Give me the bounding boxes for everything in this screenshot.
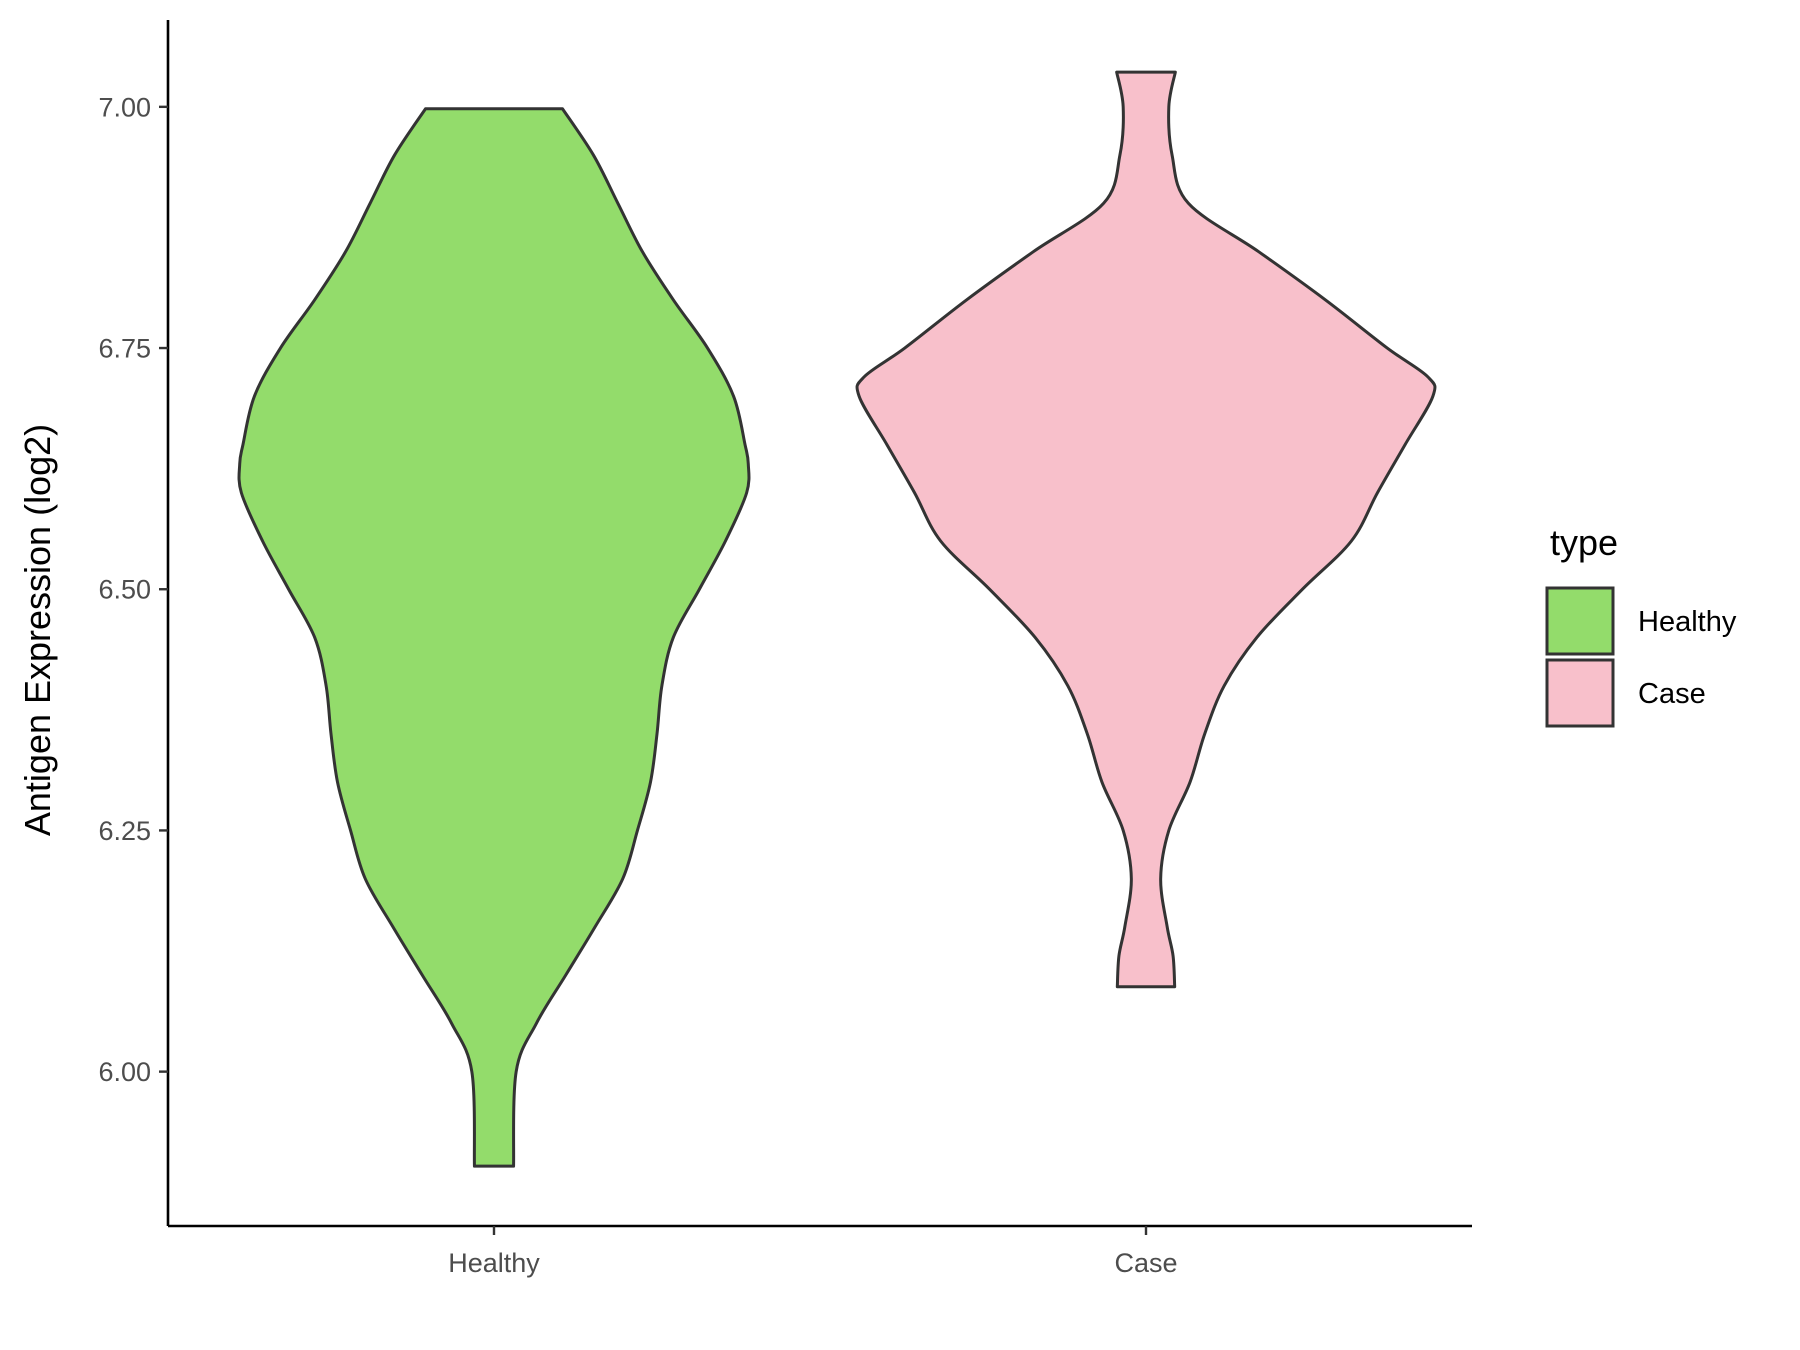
y-tick-label-6-25: 6.25 bbox=[98, 816, 151, 846]
x-tick-label-healthy: Healthy bbox=[448, 1248, 540, 1278]
legend: type Healthy Case bbox=[1545, 522, 1737, 728]
y-tick-label-6-00: 6.00 bbox=[98, 1057, 151, 1087]
legend-label-case: Case bbox=[1638, 678, 1706, 710]
y-tick-label-6-50: 6.50 bbox=[98, 575, 151, 605]
y-tick-label-6-75: 6.75 bbox=[98, 334, 151, 364]
legend-key-healthy bbox=[1545, 586, 1615, 656]
x-axis-ticks: Healthy Case bbox=[448, 1226, 1178, 1278]
y-axis-ticks: 6.00 6.25 6.50 6.75 7.00 bbox=[98, 92, 168, 1087]
legend-key-case bbox=[1545, 658, 1615, 728]
violin-case bbox=[855, 70, 1437, 989]
axes-layer: 6.00 6.25 6.50 6.75 7.00 Healthy Case bbox=[98, 20, 1472, 1278]
y-tick-label-7-00: 7.00 bbox=[98, 92, 151, 122]
legend-title: type bbox=[1550, 522, 1618, 563]
x-tick-label-case: Case bbox=[1114, 1248, 1177, 1278]
legend-entries: Healthy Case bbox=[1545, 586, 1737, 728]
violin-healthy bbox=[237, 107, 751, 1168]
violins-layer bbox=[237, 70, 1437, 1168]
y-axis-title: Antigen Expression (log2) bbox=[17, 424, 58, 836]
legend-label-healthy: Healthy bbox=[1638, 606, 1737, 638]
